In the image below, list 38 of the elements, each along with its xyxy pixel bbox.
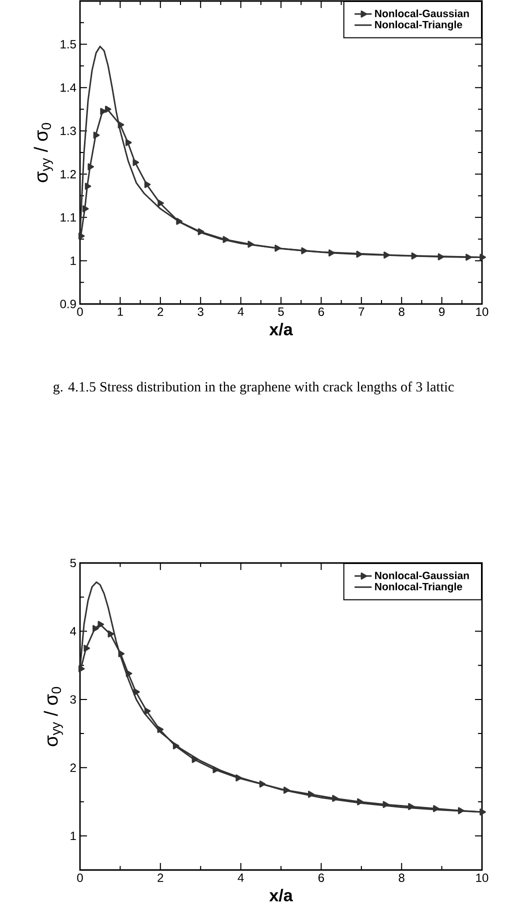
y-tick-label: 1.3 bbox=[60, 126, 76, 136]
x-tick-label: 10 bbox=[476, 874, 488, 882]
x-axis-title: x/a bbox=[269, 888, 293, 902]
x-tick-label: 2 bbox=[158, 308, 164, 316]
x-tick-label: 2 bbox=[158, 874, 164, 882]
x-tick-label: 4 bbox=[238, 308, 244, 316]
legend-label: Nonlocal-Gaussian bbox=[375, 572, 469, 580]
x-tick-label: 6 bbox=[318, 874, 324, 882]
y-tick-label: 1.2 bbox=[60, 170, 76, 178]
x-tick-label: 0 bbox=[77, 874, 83, 882]
x-tick-label: 8 bbox=[398, 874, 404, 882]
x-tick-label: 4 bbox=[238, 874, 244, 882]
x-tick-label: 5 bbox=[278, 308, 284, 316]
legend-label: Nonlocal-Triangle bbox=[375, 582, 462, 592]
x-tick-label: 6 bbox=[318, 308, 324, 316]
x-axis-title: x/a bbox=[269, 322, 293, 336]
x-tick-label: 8 bbox=[398, 308, 404, 316]
y-tick-label: 1 bbox=[70, 256, 76, 265]
y-axis-title: σ$_{yy}$ / σ$_{0}$ bbox=[44, 687, 63, 746]
legend-label: Nonlocal-Triangle bbox=[375, 20, 462, 30]
y-tick-label: 4 bbox=[70, 627, 76, 636]
x-tick-label: 0 bbox=[77, 308, 83, 316]
y-tick-label: 2 bbox=[70, 763, 76, 772]
x-tick-label: 10 bbox=[476, 308, 488, 316]
x-tick-label: 7 bbox=[358, 308, 364, 316]
x-tick-label: 3 bbox=[198, 308, 204, 316]
y-tick-label: 3 bbox=[70, 695, 76, 704]
y-tick-label: 5 bbox=[70, 558, 76, 568]
y-tick-label: 1.4 bbox=[60, 83, 76, 92]
legend-label: Nonlocal-Gaussian bbox=[375, 10, 469, 18]
y-axis-title: σ$_{yy}$ / σ$_{0}$ bbox=[34, 123, 53, 182]
text: g. 4.1.5 Stress distribution in the graphene with crack lengths of 3 lattic bbox=[53, 382, 454, 394]
y-tick-label: 1 bbox=[70, 832, 76, 840]
x-tick-label: 9 bbox=[439, 308, 445, 316]
y-tick-label: 1.1 bbox=[60, 213, 76, 222]
y-tick-label: 0.9 bbox=[60, 300, 76, 308]
y-tick-label: 1.5 bbox=[60, 40, 76, 48]
x-tick-label: 1 bbox=[118, 308, 123, 316]
